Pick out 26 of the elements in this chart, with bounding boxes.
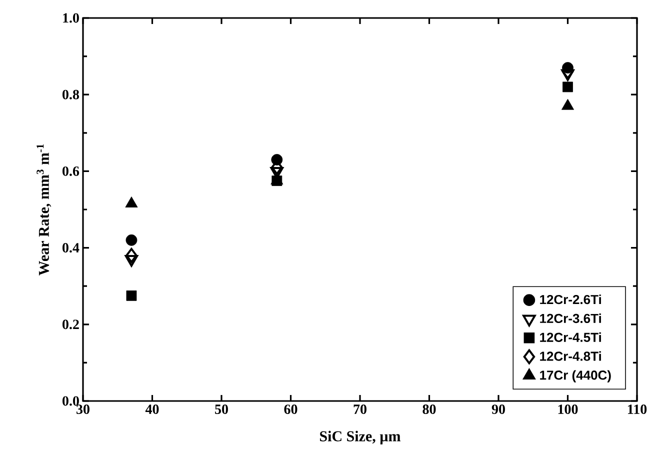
x-tick-label: 60: [284, 404, 298, 414]
point: [126, 234, 138, 246]
x-tick-label: 110: [628, 404, 647, 414]
y-tick-label: 0.4: [62, 243, 80, 253]
point: [126, 248, 138, 263]
y-axis-title: Wear Rate, mm$^{3}$ m$^{-1}$: [36, 144, 52, 276]
y-tick-label: 0.0: [62, 396, 79, 406]
x-tick-label: 50: [215, 404, 228, 414]
point: [562, 82, 573, 92]
legend-label: 17Cr (440C): [540, 370, 611, 382]
x-tick-label: 100: [558, 404, 578, 414]
legend-label: 12Cr-2.6Ti: [540, 294, 601, 304]
legend-label: 12Cr-4.8Ti: [540, 351, 601, 361]
y-tick-label: 0.8: [62, 90, 80, 100]
y-tick-label: 0.6: [62, 166, 80, 176]
point: [126, 290, 137, 301]
y-tick-label: 0.2: [62, 320, 79, 330]
legend-label: 12Cr-4.5Ti: [540, 332, 601, 342]
x-tick-label: 70: [354, 404, 366, 414]
x-axis-title: SiC Size, µm: [320, 430, 400, 444]
x-tick-label: 40: [145, 404, 159, 414]
x-tick-label: 90: [492, 404, 505, 414]
legend-label: 12Cr-3.6Ti: [540, 314, 601, 324]
x-tick-label: 80: [422, 404, 436, 414]
x-tick-label: 30: [76, 404, 90, 414]
y-tick-label: 1.0: [63, 13, 79, 23]
